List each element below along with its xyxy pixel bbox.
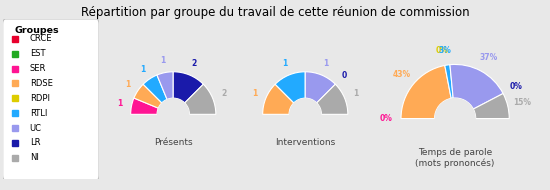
Text: RTLI: RTLI <box>30 109 47 118</box>
Text: 0%: 0% <box>510 82 523 91</box>
Text: 0%: 0% <box>436 46 448 55</box>
Text: 1: 1 <box>160 56 165 65</box>
Text: 1: 1 <box>323 59 329 68</box>
Wedge shape <box>450 64 503 109</box>
Text: 15%: 15% <box>513 97 531 107</box>
Wedge shape <box>305 72 335 103</box>
Wedge shape <box>401 65 451 119</box>
Text: 1: 1 <box>125 80 130 89</box>
Text: CRCE: CRCE <box>30 34 52 44</box>
Text: UC: UC <box>30 124 42 132</box>
Text: 43%: 43% <box>393 70 411 79</box>
Text: 37%: 37% <box>479 53 497 62</box>
Text: 2: 2 <box>191 59 197 68</box>
Circle shape <box>157 98 189 131</box>
Text: RDPI: RDPI <box>30 94 50 103</box>
Wedge shape <box>157 72 173 99</box>
Wedge shape <box>134 84 162 108</box>
Text: NI: NI <box>30 153 38 162</box>
Text: EST: EST <box>30 49 45 58</box>
Wedge shape <box>263 84 294 114</box>
Text: Interventions: Interventions <box>275 138 336 147</box>
Circle shape <box>434 98 476 139</box>
Text: 1: 1 <box>140 65 146 74</box>
Text: Groupes: Groupes <box>14 26 59 35</box>
Text: 1: 1 <box>252 89 257 98</box>
Wedge shape <box>317 84 348 114</box>
Text: LR: LR <box>30 138 40 147</box>
Text: 1: 1 <box>117 99 123 108</box>
Wedge shape <box>185 84 216 114</box>
Wedge shape <box>445 65 453 98</box>
Text: Temps de parole
(mots prononcés): Temps de parole (mots prononcés) <box>415 148 495 168</box>
Text: SER: SER <box>30 64 46 73</box>
Wedge shape <box>143 75 167 103</box>
Text: 1: 1 <box>353 89 358 98</box>
Text: 3%: 3% <box>439 46 452 55</box>
Circle shape <box>289 98 321 131</box>
Text: Présents: Présents <box>154 138 192 147</box>
Wedge shape <box>173 72 204 103</box>
Text: 0%: 0% <box>379 114 392 123</box>
Text: Répartition par groupe du travail de cette réunion de commission: Répartition par groupe du travail de cet… <box>81 6 469 19</box>
Text: 1: 1 <box>282 59 287 68</box>
Text: 0: 0 <box>341 71 346 80</box>
Text: 2: 2 <box>221 89 226 98</box>
Wedge shape <box>474 93 509 119</box>
Wedge shape <box>131 98 158 114</box>
Wedge shape <box>275 72 305 103</box>
FancyBboxPatch shape <box>3 19 99 180</box>
Text: RDSE: RDSE <box>30 79 53 88</box>
